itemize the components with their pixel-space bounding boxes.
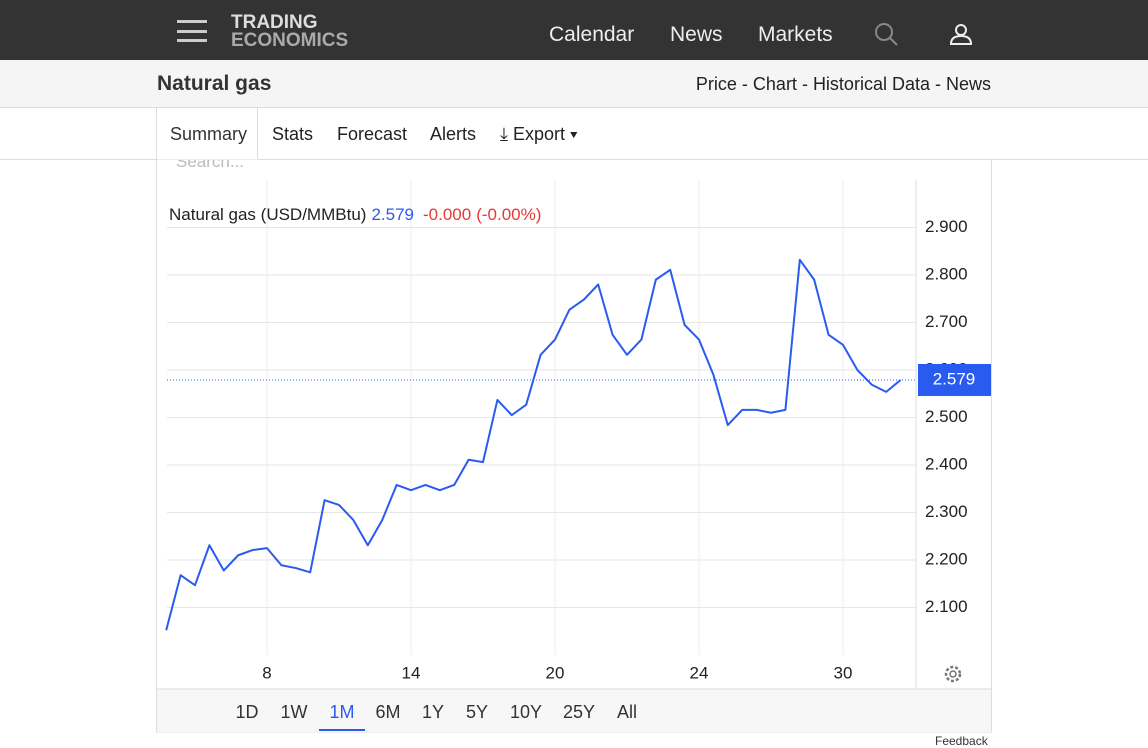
y-tick-label: 2.500 bbox=[925, 407, 968, 426]
header-link[interactable]: Historical Data bbox=[812, 74, 930, 94]
range-button[interactable]: 6M bbox=[375, 702, 400, 722]
chart: 2.1002.2002.3002.4002.5002.6002.7002.800… bbox=[156, 159, 992, 733]
header-link[interactable]: Chart bbox=[752, 74, 797, 94]
search-icon[interactable] bbox=[874, 22, 900, 48]
x-tick-label: 8 bbox=[262, 663, 271, 682]
tab[interactable]: Alerts bbox=[430, 124, 477, 144]
price-line bbox=[165, 258, 902, 631]
top-bar: TRADING ECONOMICS Calendar News Markets bbox=[0, 0, 1148, 60]
nav-link[interactable]: Markets bbox=[758, 23, 833, 46]
x-tick-label: 14 bbox=[402, 663, 421, 682]
range-bar bbox=[157, 689, 991, 732]
header-link[interactable]: Price bbox=[695, 74, 737, 94]
logo-bottom: ECONOMICS bbox=[231, 30, 349, 51]
x-tick-label: 24 bbox=[690, 663, 709, 682]
y-tick-label: 2.300 bbox=[925, 502, 968, 521]
range-button[interactable]: 1M bbox=[329, 702, 354, 722]
feedback[interactable]: Feedback bbox=[935, 734, 988, 748]
menu-icon[interactable] bbox=[177, 20, 207, 42]
range-button[interactable]: All bbox=[617, 702, 637, 722]
legend: Natural gas (USD/MMBtu) 2.579 -0.000 (-0.00… bbox=[169, 205, 541, 224]
range-button[interactable]: 5Y bbox=[466, 702, 488, 722]
page-title: Natural gas bbox=[157, 72, 272, 95]
last-value-box bbox=[918, 363, 991, 396]
range-button[interactable]: 25Y bbox=[563, 702, 595, 722]
nav-link[interactable]: News bbox=[670, 23, 723, 46]
logo[interactable]: TRADING ECONOMICS bbox=[231, 12, 349, 51]
range-button[interactable]: 10Y bbox=[510, 702, 542, 722]
y-tick-label: 2.800 bbox=[925, 264, 968, 283]
nav-link[interactable]: Calendar bbox=[549, 23, 635, 46]
user-icon[interactable] bbox=[949, 22, 973, 46]
range-button[interactable]: 1D bbox=[235, 702, 258, 722]
logo-top: TRADING bbox=[231, 12, 318, 33]
tab[interactable]: ⤓ Export ▾ bbox=[500, 124, 578, 144]
legend-change: -0.000 bbox=[423, 205, 471, 224]
tabs: Summary Stats Forecast Alerts ⤓ Export ▾ bbox=[0, 107, 1148, 160]
range-button[interactable]: 1W bbox=[281, 702, 308, 722]
gear-icon[interactable] bbox=[944, 665, 962, 683]
search-box[interactable]: Search... bbox=[176, 152, 245, 171]
range-button[interactable]: 1Y bbox=[422, 702, 444, 722]
tab[interactable]: Forecast bbox=[337, 124, 408, 144]
legend-title: Natural gas (USD/MMBtu) bbox=[169, 205, 366, 224]
x-tick-label: 20 bbox=[546, 663, 565, 682]
y-tick-label: 2.900 bbox=[925, 217, 968, 236]
legend-change-pct: (-0.00%) bbox=[476, 205, 541, 224]
y-tick-label: 2.100 bbox=[925, 597, 968, 616]
y-tick-label: 2.700 bbox=[925, 312, 968, 331]
legend-value: 2.579 bbox=[371, 205, 414, 224]
header-links: Price - Chart - Historical Data - News bbox=[695, 74, 991, 94]
panel-border bbox=[156, 159, 992, 733]
header-link[interactable]: News bbox=[945, 74, 991, 94]
tab[interactable]: Stats bbox=[272, 124, 314, 144]
x-tick-label: 30 bbox=[834, 663, 853, 682]
tab-label: Export bbox=[512, 124, 565, 144]
y-tick-label: 2.400 bbox=[925, 454, 968, 473]
last-value-label: 2.579 bbox=[933, 369, 976, 388]
sub-header: Natural gas Price - Chart - Historical D… bbox=[0, 60, 1148, 108]
tab[interactable]: Summary bbox=[170, 124, 248, 144]
y-tick-label: 2.200 bbox=[925, 549, 968, 568]
